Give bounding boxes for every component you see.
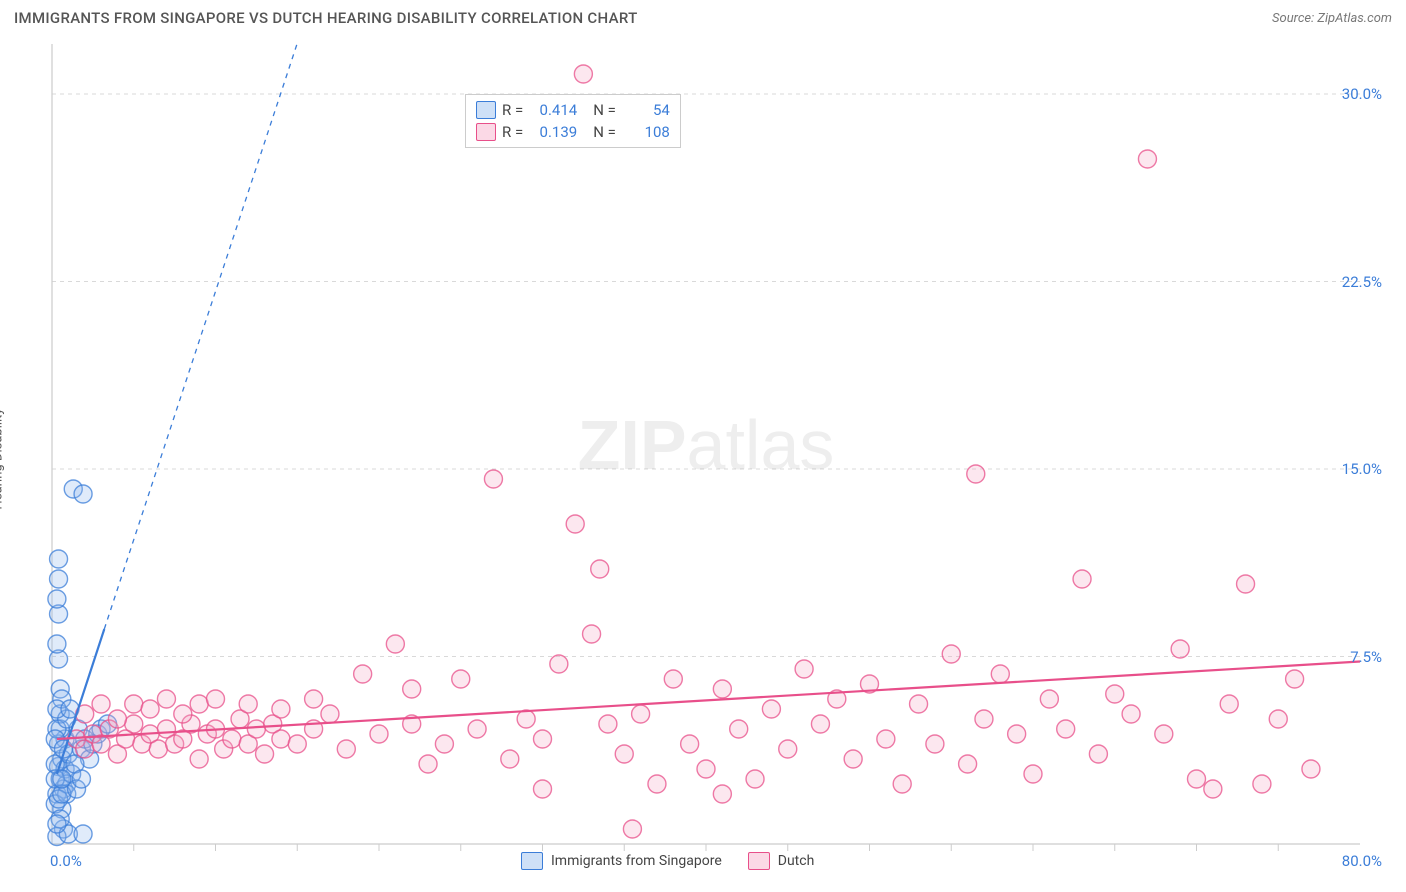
y-tick-label: 30.0%: [1342, 85, 1382, 103]
legend-item-singapore: Immigrants from Singapore: [521, 852, 722, 870]
y-tick-label: 15.0%: [1342, 460, 1382, 478]
source-attribution: Source: ZipAtlas.com: [1272, 11, 1392, 26]
legend-swatch-dutch: [748, 852, 770, 870]
svg-text:ZIPatlas: ZIPatlas: [578, 406, 835, 484]
r-label: R =: [502, 99, 523, 121]
n-label: N =: [593, 121, 616, 143]
chart-area: Hearing Disability ZIPatlas R = 0.414 N …: [10, 44, 1382, 874]
n-label: N =: [593, 99, 616, 121]
legend-stats: R = 0.414 N = 54 R = 0.139 N = 108: [465, 94, 681, 148]
y-axis-label: Hearing Disability: [0, 408, 6, 509]
legend-stats-row-dutch: R = 0.139 N = 108: [476, 121, 670, 143]
legend-series: Immigrants from Singapore Dutch: [521, 852, 814, 870]
x-origin-label: 0.0%: [50, 852, 82, 870]
y-tick-label: 22.5%: [1342, 273, 1382, 291]
r-value-singapore: 0.414: [533, 99, 577, 121]
chart-title: IMMIGRANTS FROM SINGAPORE VS DUTCH HEARI…: [14, 9, 638, 27]
legend-swatch-dutch: [476, 123, 496, 141]
legend-label-singapore: Immigrants from Singapore: [551, 853, 722, 869]
y-tick-label: 7.5%: [1350, 648, 1382, 666]
scatter-plot: ZIPatlas: [10, 44, 1382, 874]
n-value-singapore: 54: [626, 99, 670, 121]
legend-item-dutch: Dutch: [748, 852, 815, 870]
legend-stats-row-singapore: R = 0.414 N = 54: [476, 99, 670, 121]
r-value-dutch: 0.139: [533, 121, 577, 143]
legend-swatch-singapore: [521, 852, 543, 870]
legend-label-dutch: Dutch: [778, 853, 815, 869]
r-label: R =: [502, 121, 523, 143]
legend-swatch-singapore: [476, 101, 496, 119]
x-max-label: 80.0%: [1342, 852, 1382, 870]
n-value-dutch: 108: [626, 121, 670, 143]
